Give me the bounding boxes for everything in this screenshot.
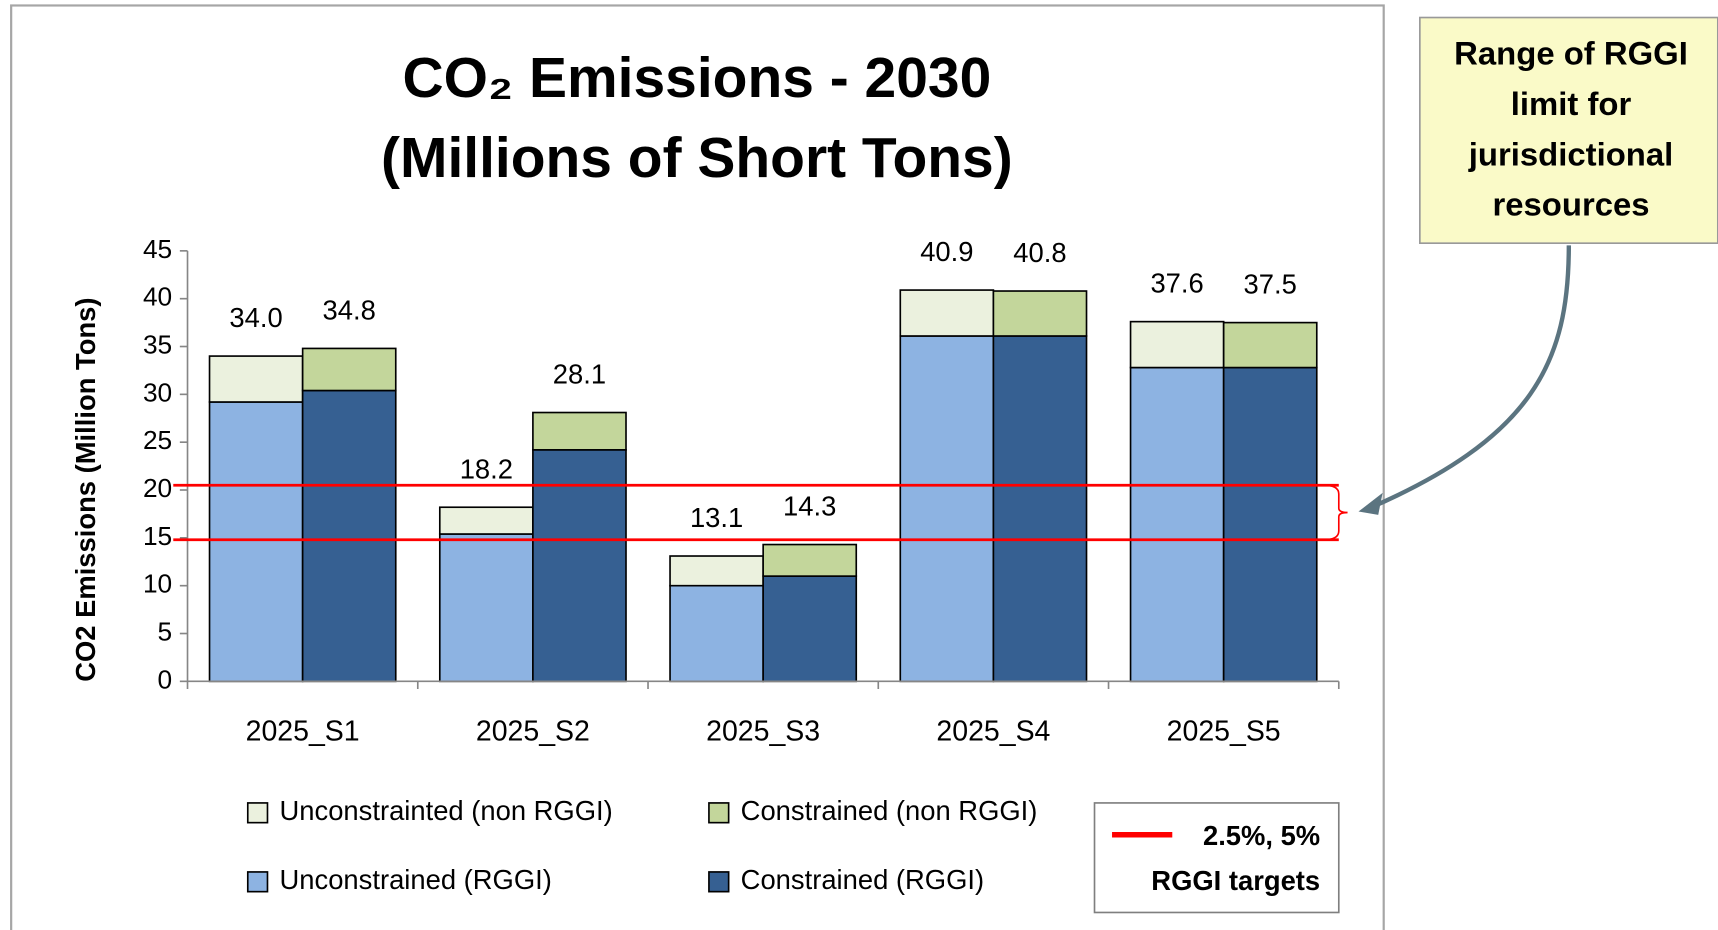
callout-text: limit for <box>1511 85 1632 122</box>
y-tick-label: 30 <box>143 377 172 407</box>
x-tick-label: 2025_S2 <box>476 715 590 747</box>
legend-swatch <box>708 802 730 824</box>
bracket <box>1323 484 1348 541</box>
bar-segment <box>532 411 627 451</box>
legend-swatch <box>246 871 269 893</box>
bar-segment <box>301 347 397 392</box>
total-label: 34.0 <box>229 302 282 333</box>
bar-segment <box>208 355 304 403</box>
bar-segment <box>899 335 995 683</box>
bar-segment <box>208 401 304 683</box>
reference-legend-box <box>1093 802 1340 914</box>
reference-legend-label: 2.5%, 5% <box>1203 820 1320 851</box>
y-tick-label: 45 <box>143 234 172 264</box>
legend-label: Constrained (non RGGI) <box>741 795 1038 826</box>
callout-arrowhead <box>1358 492 1383 515</box>
total-label: 18.2 <box>460 453 513 484</box>
chart-title: (Millions of Short Tons) <box>381 126 1013 190</box>
bar-segment <box>762 575 858 683</box>
bar-segment <box>438 533 534 683</box>
callout-box <box>1419 16 1718 245</box>
total-label: 34.8 <box>323 295 376 326</box>
legend-label: Unconstrainted (non RGGI) <box>280 795 613 826</box>
callout-text: jurisdictional <box>1468 135 1674 172</box>
bar-segment <box>438 506 534 535</box>
x-tick-label: 2025_S5 <box>1167 715 1281 747</box>
x-tick-label: 2025_S3 <box>706 715 820 747</box>
y-tick-label: 10 <box>143 569 172 599</box>
bar-segment <box>1129 366 1225 683</box>
y-axis-label: CO2 Emissions (Million Tons) <box>70 297 101 681</box>
total-label: 28.1 <box>553 359 606 390</box>
total-label: 13.1 <box>690 502 743 533</box>
y-tick-label: 5 <box>158 616 173 646</box>
total-label: 40.9 <box>920 236 973 267</box>
x-tick-label: 2025_S1 <box>246 715 360 747</box>
bar-segment <box>992 335 1088 683</box>
bar-segment <box>669 555 764 587</box>
bar-segment <box>301 389 397 683</box>
reference-legend-label: RGGI targets <box>1151 865 1320 896</box>
y-tick-label: 20 <box>143 473 172 503</box>
callout-arrow <box>1363 245 1572 513</box>
legend-label: Unconstrained (RGGI) <box>280 864 552 895</box>
bar-segment <box>1222 321 1318 369</box>
total-label: 14.3 <box>783 491 836 522</box>
y-tick-label: 15 <box>143 521 172 551</box>
chart-title: CO₂ Emissions - 2030 <box>403 46 992 110</box>
bar-segment <box>669 584 764 683</box>
y-tick-label: 0 <box>158 664 173 694</box>
x-tick-label: 2025_S4 <box>936 715 1050 747</box>
legend-swatch <box>708 871 730 893</box>
total-label: 37.6 <box>1150 268 1203 299</box>
y-tick-label: 25 <box>143 425 172 455</box>
bar-segment <box>992 290 1088 337</box>
callout-text: resources <box>1492 186 1649 223</box>
total-label: 40.8 <box>1013 237 1066 268</box>
legend-swatch <box>246 802 269 824</box>
bar-segment <box>1222 366 1318 683</box>
y-tick-label: 40 <box>143 282 172 312</box>
y-tick-label: 35 <box>143 329 172 359</box>
bar-segment <box>1129 320 1225 369</box>
callout-text: Range of RGGI <box>1454 35 1688 72</box>
total-label: 37.5 <box>1244 269 1297 300</box>
bar-segment <box>762 543 858 577</box>
legend-label: Constrained (RGGI) <box>741 864 984 895</box>
bar-segment <box>899 289 995 337</box>
